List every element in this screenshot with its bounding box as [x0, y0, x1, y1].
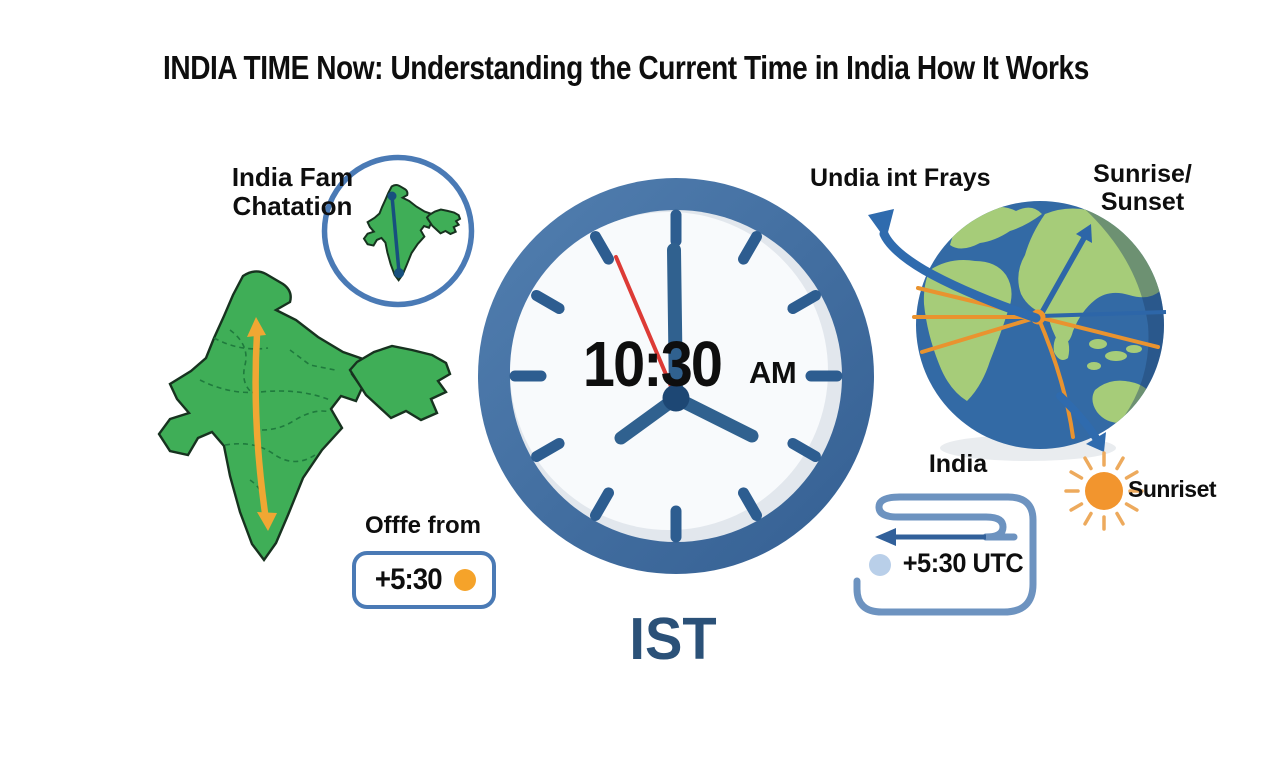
- equator-line: [1039, 310, 1167, 318]
- india-utc-country-label: India: [928, 450, 988, 478]
- globe-sun-arrow: [1056, 392, 1106, 452]
- india-map: [157, 270, 452, 562]
- sun-icon: [1064, 451, 1144, 531]
- offset-label: Offfe from: [365, 512, 481, 539]
- timezone-rays: [912, 286, 1160, 439]
- digital-time: 10:30: [582, 328, 723, 400]
- timezone-abbreviation: IST: [629, 606, 717, 672]
- utc-arrow: [875, 528, 986, 546]
- offset-value: +5:30: [374, 563, 443, 596]
- globe-icon: [912, 201, 1167, 461]
- india-map-circle-icon: [321, 154, 475, 308]
- left-map-caption-line1: India Fam: [231, 162, 354, 192]
- analog-clock-icon: [478, 178, 874, 574]
- sun-label: Sunriset: [1128, 476, 1217, 502]
- left-map-caption: India Fam Chatation: [180, 162, 405, 222]
- left-map-caption-line2: Chatation: [232, 191, 353, 222]
- offset-badge: +5:30: [352, 551, 496, 609]
- hour-ticks: [509, 209, 843, 543]
- sunrise-caption-line1: Sunrise/: [1093, 160, 1192, 188]
- second-hand: [614, 255, 678, 400]
- sunrise-sunset-caption: Sunrise/ Sunset: [1090, 160, 1195, 216]
- sun-rays: [1064, 451, 1144, 531]
- north-south-line: [390, 195, 401, 273]
- utc-path-diagram: [853, 493, 1037, 616]
- north-south-arrow: [247, 317, 277, 531]
- sunrise-caption-line2: Sunset: [1100, 188, 1185, 216]
- utc-dot: [869, 554, 891, 576]
- globe-caption-arrow: [868, 209, 1041, 323]
- meridiem-label: AM: [749, 355, 797, 390]
- offset-dot-icon: [454, 569, 477, 591]
- page-title: INDIA TIME Now: Understanding the Curren…: [163, 49, 1089, 86]
- globe-caption: Undia int Frays: [810, 164, 991, 192]
- sunrise-arrow: [1037, 224, 1092, 319]
- utc-offset-value: +5:30 UTC: [902, 548, 1024, 578]
- clock-hub: [662, 384, 690, 412]
